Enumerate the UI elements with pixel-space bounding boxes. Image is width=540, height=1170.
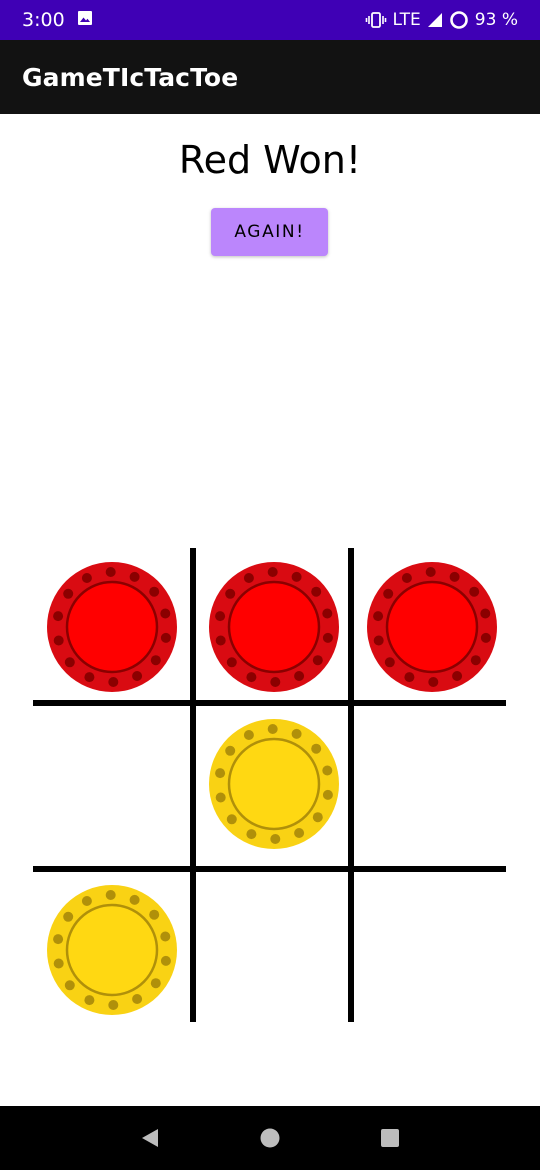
home-icon bbox=[260, 1128, 280, 1148]
status-time: 3:00 bbox=[22, 9, 65, 31]
grid-line-vertical-1 bbox=[190, 548, 196, 1022]
home-button[interactable] bbox=[250, 1118, 290, 1158]
grid-line-horizontal-1 bbox=[33, 700, 506, 706]
battery-percent: 93 % bbox=[474, 10, 518, 30]
status-left: 3:00 bbox=[22, 9, 93, 31]
board-cell-0-2[interactable] bbox=[352, 547, 512, 707]
back-button[interactable] bbox=[130, 1118, 170, 1158]
board-cell-0-0[interactable] bbox=[32, 547, 192, 707]
recents-button[interactable] bbox=[370, 1118, 410, 1158]
network-type: LTE bbox=[392, 10, 421, 30]
vibrate-icon bbox=[365, 12, 387, 28]
board-cell-0-1[interactable] bbox=[194, 547, 354, 707]
board-cell-1-0[interactable] bbox=[32, 704, 192, 864]
board-cell-1-2[interactable] bbox=[352, 704, 512, 864]
signal-icon bbox=[427, 12, 443, 28]
grid-line-horizontal-2 bbox=[33, 866, 506, 872]
game-board bbox=[30, 548, 510, 1024]
yellow-chip-icon bbox=[47, 885, 177, 1015]
board-cell-2-2[interactable] bbox=[352, 870, 512, 1030]
board-cell-1-1[interactable] bbox=[194, 704, 354, 864]
yellow-chip-icon bbox=[209, 719, 339, 849]
red-chip-icon bbox=[47, 562, 177, 692]
red-chip-icon bbox=[209, 562, 339, 692]
battery-icon bbox=[449, 10, 469, 30]
result-title: Red Won! bbox=[178, 138, 362, 182]
status-bar: 3:00 LTE 93 % bbox=[0, 0, 540, 40]
app-title: GameTIcTacToe bbox=[22, 62, 239, 92]
again-button[interactable]: AGAIN! bbox=[211, 208, 328, 256]
grid-line-vertical-2 bbox=[348, 548, 354, 1022]
navigation-bar bbox=[0, 1106, 540, 1170]
board-cell-2-0[interactable] bbox=[32, 870, 192, 1030]
board-cell-2-1[interactable] bbox=[194, 870, 354, 1030]
back-icon bbox=[142, 1129, 158, 1147]
recents-icon bbox=[381, 1129, 399, 1147]
status-right: LTE 93 % bbox=[365, 10, 518, 30]
app-bar: GameTIcTacToe bbox=[0, 40, 540, 114]
image-icon bbox=[77, 10, 93, 31]
red-chip-icon bbox=[367, 562, 497, 692]
